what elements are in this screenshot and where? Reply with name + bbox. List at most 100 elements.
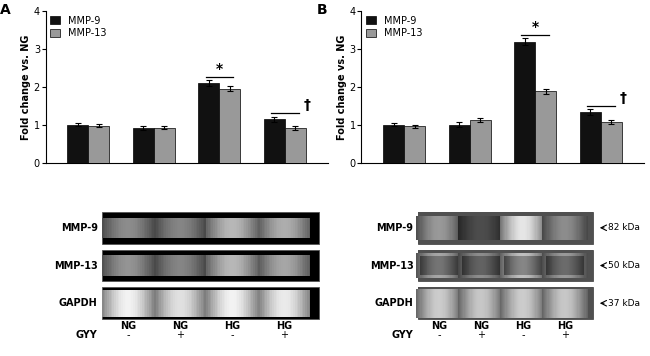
Bar	[500, 289, 501, 318]
Bar	[161, 218, 162, 238]
Bar	[274, 218, 276, 238]
Text: MMP-9: MMP-9	[376, 223, 413, 233]
Bar	[540, 216, 541, 240]
Bar	[516, 256, 517, 268]
Bar	[304, 255, 306, 276]
Bar	[475, 289, 476, 318]
Bar	[231, 255, 232, 276]
Bar	[424, 263, 426, 275]
Bar	[549, 253, 550, 278]
Bar	[146, 218, 147, 238]
Bar	[532, 253, 533, 278]
Bar	[516, 263, 517, 275]
Bar	[111, 218, 112, 238]
Bar	[545, 253, 546, 278]
Bar	[564, 253, 565, 278]
Bar	[421, 253, 422, 278]
Bar	[170, 255, 172, 276]
Bar	[304, 218, 306, 238]
Bar	[123, 218, 125, 238]
Bar	[528, 256, 529, 268]
Bar	[102, 218, 103, 238]
Text: 37 kDa: 37 kDa	[608, 299, 640, 308]
Bar	[201, 218, 203, 238]
Bar	[173, 218, 175, 238]
Bar	[563, 256, 564, 268]
Bar	[542, 216, 543, 240]
Bar	[211, 218, 213, 238]
Text: NG: NG	[431, 321, 447, 331]
Bar	[232, 290, 234, 316]
Bar	[159, 255, 161, 276]
Bar	[309, 218, 311, 238]
Bar	[573, 253, 574, 278]
Bar	[198, 290, 199, 316]
Bar	[116, 255, 118, 276]
Bar	[573, 289, 574, 318]
Bar	[518, 216, 519, 240]
Bar	[578, 253, 580, 278]
Bar	[565, 256, 566, 268]
Bar	[447, 256, 448, 268]
Bar	[416, 216, 417, 240]
Bar	[454, 216, 455, 240]
Bar	[581, 216, 582, 240]
Bar	[518, 263, 519, 275]
Bar	[220, 218, 222, 238]
Bar	[552, 216, 553, 240]
Bar	[532, 256, 533, 268]
Bar	[149, 290, 151, 316]
Bar	[164, 255, 166, 276]
Bar	[493, 253, 495, 278]
Bar	[549, 289, 550, 318]
Bar	[227, 255, 229, 276]
Bar	[580, 216, 581, 240]
Bar	[431, 256, 432, 268]
Bar	[510, 256, 512, 268]
Bar	[210, 255, 211, 276]
Bar	[431, 216, 432, 240]
Bar	[515, 253, 516, 278]
Bar	[450, 253, 452, 278]
Bar	[211, 290, 213, 316]
Bar	[450, 216, 452, 240]
Bar	[496, 216, 497, 240]
Bar	[268, 218, 270, 238]
Bar	[455, 263, 456, 275]
Bar	[425, 289, 426, 318]
Bar	[519, 289, 521, 318]
Bar	[502, 289, 503, 318]
Bar	[449, 216, 450, 240]
Bar	[549, 263, 550, 275]
Bar	[552, 289, 553, 318]
Bar	[465, 253, 466, 278]
Bar	[509, 253, 510, 278]
Bar	[284, 218, 286, 238]
Bar	[120, 290, 121, 316]
Bar	[564, 289, 565, 318]
Bar	[468, 253, 469, 278]
Bar	[426, 216, 427, 240]
Bar	[276, 255, 278, 276]
Bar	[493, 289, 495, 318]
Bar	[500, 253, 501, 278]
Bar	[190, 255, 192, 276]
Bar	[453, 263, 454, 275]
Bar	[455, 253, 456, 278]
Bar	[279, 290, 281, 316]
Bar	[416, 253, 417, 278]
Bar	[527, 253, 528, 278]
Bar	[484, 216, 486, 240]
Text: GAPDH: GAPDH	[375, 298, 413, 308]
Bar	[422, 289, 424, 318]
Bar	[499, 263, 500, 275]
Bar	[272, 218, 274, 238]
Bar	[520, 263, 521, 275]
Bar	[203, 255, 205, 276]
Bar	[565, 253, 566, 278]
Bar	[147, 255, 149, 276]
Bar	[495, 216, 496, 240]
Bar	[558, 216, 559, 240]
Bar	[437, 216, 439, 240]
Bar	[547, 253, 549, 278]
